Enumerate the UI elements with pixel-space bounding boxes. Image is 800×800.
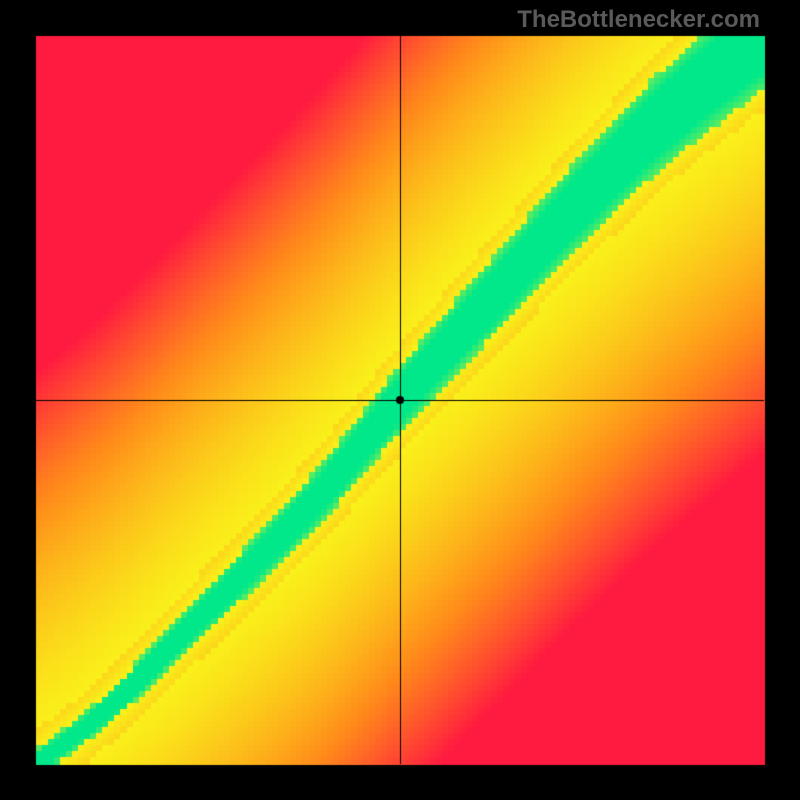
watermark-text: TheBottlenecker.com xyxy=(517,6,760,34)
bottleneck-heatmap xyxy=(0,0,800,800)
